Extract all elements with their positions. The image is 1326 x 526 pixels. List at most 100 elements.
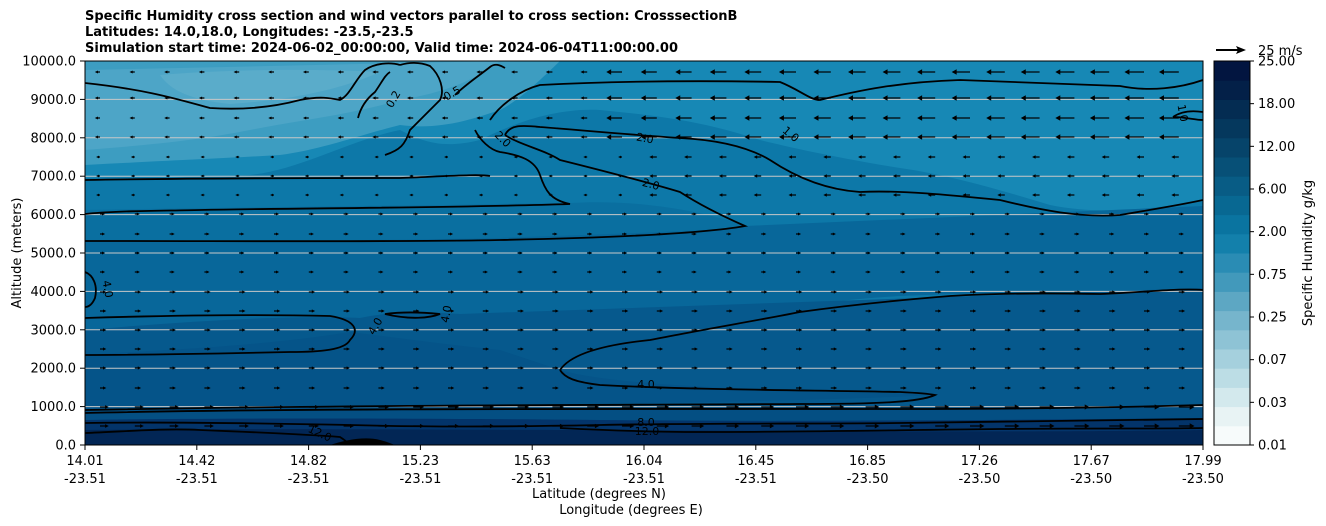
wind-vector-head [346,347,350,351]
wind-vector-head [207,347,211,351]
wind-vector-head [693,270,697,274]
wind-vector-head [372,135,376,139]
wind-vector-head [868,309,872,313]
wind-vector-head [868,347,872,351]
wind-vector-head [172,366,176,370]
colorbar-segment [1214,195,1250,216]
wind-vector-head [171,270,175,274]
wind-vector-head [1101,193,1106,197]
y-tick-label: 1000.0 [31,400,77,415]
wind-vector-head [763,232,767,236]
wind-vector-head [867,270,871,274]
wind-vector-head [659,290,664,294]
wind-vector-head [136,270,140,274]
wind-vector-head [372,116,376,120]
wind-vector-head [764,347,768,351]
wind-vector-head [590,290,594,294]
wind-vector-head [280,423,284,429]
contour-label: 1.0 [1175,103,1191,122]
wind-vector-head [103,290,107,294]
wind-vector-head [606,115,612,121]
wind-vector-head [902,251,906,255]
wind-vector-head [165,193,169,197]
wind-vector-head [485,386,490,390]
wind-vector-head [337,116,341,120]
wind-vector-head [799,290,803,294]
wind-vector-head [416,347,420,351]
x-tick-label-lon: -23.51 [623,472,665,487]
wind-vector-head [1180,232,1184,236]
wind-vector-head [832,251,836,255]
wind-vector-head [694,347,698,351]
colorbar-segment [1214,291,1250,312]
wind-vector-head [304,174,308,178]
wind-vector-head [381,309,385,313]
wind-vector-head [624,270,628,274]
wind-vector-head [1089,115,1095,121]
wind-vector-head [407,70,411,74]
x-axis-label-longitude: Longitude (degrees E) [559,503,703,518]
wind-vector-head [1006,251,1010,255]
wind-vector-head [200,193,204,197]
wind-vector-head [590,328,594,332]
wind-vector-head [694,366,698,370]
wind-vector-head [709,95,715,101]
wind-vector-head [938,366,942,370]
wind-vector-head [310,270,314,274]
wind-vector-head [823,193,827,197]
wind-vector-head [1020,134,1026,140]
wind-vector-head [580,70,584,74]
wind-vector-head [381,347,385,351]
contour-label: 12.0 [635,425,660,438]
wind-vector-head [415,212,419,216]
wind-vector-head [1112,309,1116,313]
y-tick-label: 4000.0 [31,285,77,300]
wind-vector-head [997,193,1001,197]
wind-vector-head [171,212,175,216]
title-line-2: Latitudes: 14.0,18.0, Longitudes: -23.5,… [85,25,414,40]
wind-vector-head [1007,290,1012,294]
wind-vector-head [337,96,341,100]
wind-vector-head [380,251,384,255]
wind-vector-head [129,116,133,120]
wind-vector-head [129,96,133,100]
wind-vector-head [545,96,550,100]
wind-vector-head [1124,69,1130,75]
wind-vector-head [1042,328,1046,332]
wind-vector-head [451,328,455,332]
wind-vector-head [868,386,872,390]
wind-vector-head [268,135,272,139]
wind-vector-head [882,134,888,140]
x-tick-label-lat: 15.63 [514,454,551,469]
wind-vector-head [590,386,594,390]
chart-title: Specific Humidity cross section and wind… [85,9,737,57]
wind-vector-head [1181,290,1186,294]
wind-vector-head [590,309,594,313]
x-tick-label-lon: -23.51 [399,472,441,487]
wind-vector-head [1112,386,1116,390]
wind-vector-head [1101,174,1106,178]
colorbar-frame [1213,60,1251,446]
wind-vector-head [548,155,552,159]
wind-vector-head [649,155,653,159]
wind-vector-head [709,69,715,75]
y-tick-label: 6000.0 [31,208,77,223]
wind-vector-head [164,70,168,74]
wind-vector-head [903,309,907,313]
wind-vector-head [520,347,524,351]
wind-vector-head [813,115,819,121]
wind-vector-head [580,116,584,120]
wind-vector-head [450,212,454,216]
y-tick-label: 10000.0 [22,55,76,70]
colorbar-segment [1214,253,1250,273]
wind-vector-head [345,212,349,216]
colorbar-segment [1214,425,1250,446]
wind-vector-head [882,95,888,101]
wind-vector-head [137,347,142,351]
wind-vector-head [659,366,664,370]
wind-vector-head [1112,347,1116,351]
contour-label: 2.0 [641,176,661,193]
wind-vector-head [675,69,681,75]
colorbar-tick-label: 25.00 [1258,55,1295,70]
wind-vector-head [693,251,697,255]
